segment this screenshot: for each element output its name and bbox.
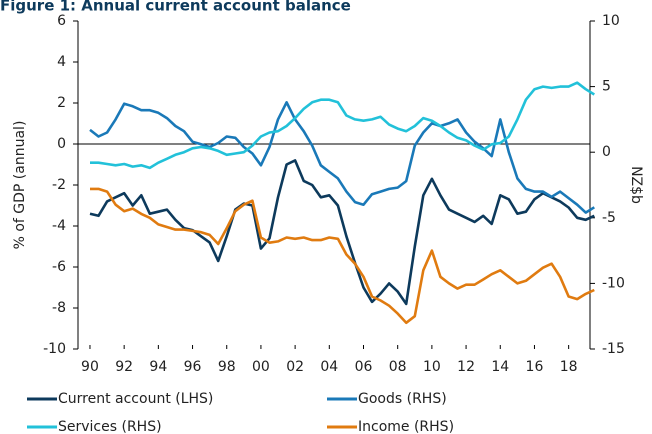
y-tick-label: -10 xyxy=(43,341,66,357)
series-line xyxy=(90,81,595,170)
y-axis-label: % of GDP (annual) xyxy=(12,121,28,250)
series-line xyxy=(89,159,595,306)
y2-tick-label: -10 xyxy=(602,275,625,291)
y-tick-label: -4 xyxy=(52,218,66,234)
y2-tick-label: -5 xyxy=(602,210,616,226)
x-tick-label: 94 xyxy=(149,359,167,375)
x-tick-label: 92 xyxy=(115,359,133,375)
x-tick-label: 12 xyxy=(457,359,475,375)
y2-axis-label: NZ$b xyxy=(628,166,644,204)
y-tick-label: 2 xyxy=(57,95,66,111)
y-tick-label: -8 xyxy=(52,300,66,316)
legend-label: Goods (RHS) xyxy=(358,391,447,407)
y-tick-label: 6 xyxy=(57,13,66,29)
legend-label: Income (RHS) xyxy=(358,419,454,434)
x-tick-label: 04 xyxy=(320,359,338,375)
x-tick-label: 02 xyxy=(286,359,304,375)
y-tick-label: 0 xyxy=(57,136,66,152)
y2-tick-label: -15 xyxy=(602,341,625,357)
chart-title: Figure 1: Annual current account balance xyxy=(0,0,351,15)
y-tick-label: 4 xyxy=(57,54,66,70)
x-tick-label: 06 xyxy=(355,359,373,375)
y2-tick-label: 5 xyxy=(602,79,611,95)
x-tick-label: 90 xyxy=(81,359,99,375)
y2-tick-label: 0 xyxy=(602,144,611,160)
x-tick-label: 98 xyxy=(218,359,236,375)
series-line xyxy=(89,101,595,214)
y-tick-label: -2 xyxy=(52,177,66,193)
x-tick-label: 00 xyxy=(252,359,270,375)
y-tick-label: -6 xyxy=(52,259,66,275)
legend-label: Current account (LHS) xyxy=(58,391,213,407)
x-tick-label: 10 xyxy=(423,359,441,375)
series-line xyxy=(90,187,595,325)
x-tick-label: 08 xyxy=(389,359,407,375)
x-tick-label: 96 xyxy=(184,359,202,375)
legend-label: Services (RHS) xyxy=(58,419,162,434)
y2-tick-label: 10 xyxy=(602,13,620,29)
x-tick-label: 16 xyxy=(526,359,544,375)
x-tick-label: 14 xyxy=(491,359,509,375)
x-tick-label: 18 xyxy=(560,359,578,375)
